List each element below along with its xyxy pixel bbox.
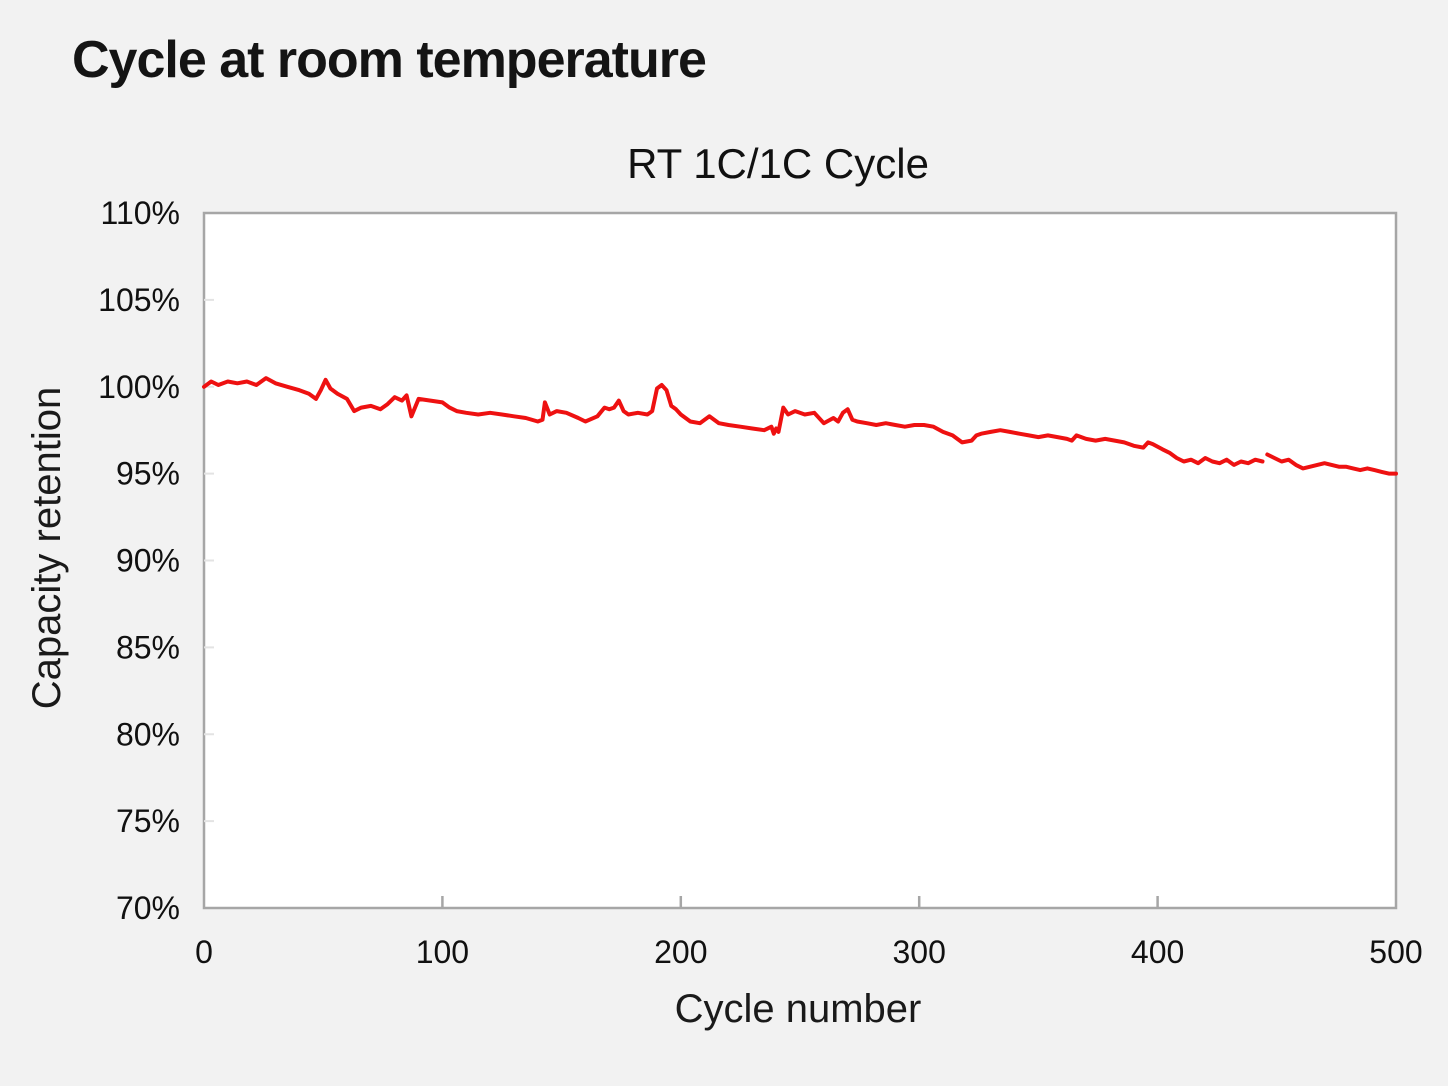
- y-tick-label: 80%: [116, 716, 180, 752]
- x-tick-label: 400: [1131, 934, 1184, 970]
- x-tick-label: 0: [195, 934, 213, 970]
- y-axis-title: Capacity retention: [25, 387, 69, 709]
- y-tick-label: 90%: [116, 543, 180, 579]
- y-tick-label: 105%: [98, 282, 180, 318]
- y-tick-label: 75%: [116, 803, 180, 839]
- x-axis-title: Cycle number: [675, 987, 922, 1031]
- series-line-segment-1: [202, 376, 1265, 467]
- y-tick-label: 95%: [116, 456, 180, 492]
- x-tick-label: 500: [1369, 934, 1422, 970]
- x-tick-label: 100: [416, 934, 469, 970]
- plot-area: [202, 211, 1398, 910]
- page-heading: Cycle at room temperature: [72, 31, 707, 89]
- y-tick-label: 100%: [98, 369, 180, 405]
- x-tick-label: 200: [654, 934, 707, 970]
- series-line-segment-2: [1265, 452, 1398, 476]
- x-axis-ticks: 0 100 200 300 400 500: [195, 896, 1423, 970]
- chart-title: RT 1C/1C Cycle: [627, 140, 929, 187]
- x-tick-label: 300: [893, 934, 946, 970]
- y-tick-label: 110%: [101, 195, 180, 231]
- y-axis-ticks: 70% 75% 80% 85% 90% 95% 100% 105% 110%: [98, 195, 214, 926]
- y-tick-label: 70%: [116, 890, 180, 926]
- y-tick-label: 85%: [116, 629, 180, 665]
- series-layer: [202, 376, 1398, 476]
